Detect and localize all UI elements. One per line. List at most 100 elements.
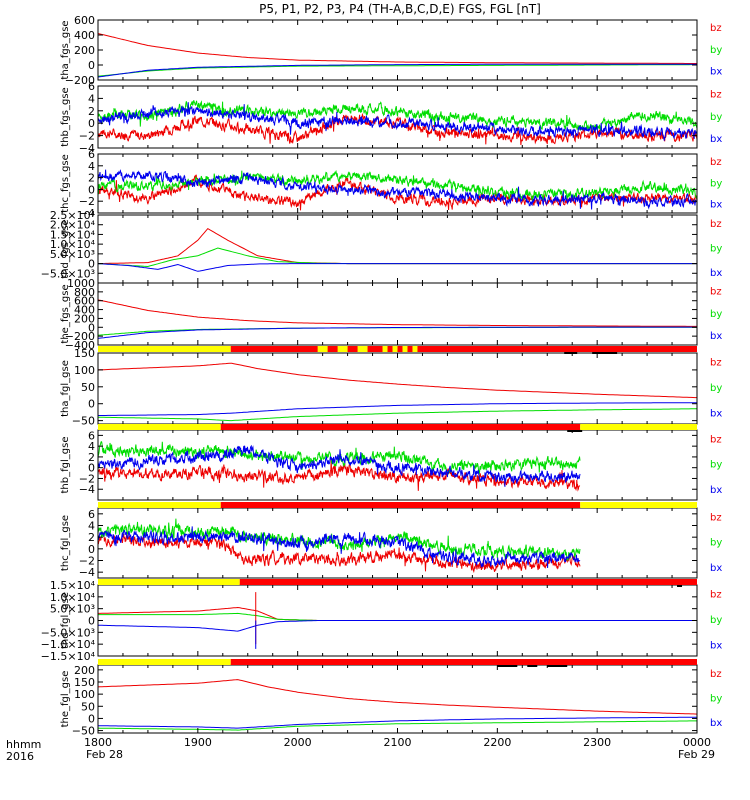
x-tick-label: 0000 bbox=[683, 736, 711, 749]
y-tick-label: −200 bbox=[65, 330, 95, 343]
legend-by: by bbox=[710, 538, 722, 549]
y-tick-label: 200 bbox=[74, 664, 95, 677]
y-tick-label: 6 bbox=[88, 80, 95, 93]
mode-bar-segment bbox=[98, 502, 221, 508]
legend-bx: bx bbox=[710, 718, 722, 729]
series-by-line bbox=[97, 326, 697, 336]
y-tick-label: 4 bbox=[88, 520, 95, 533]
mode-bar-segment bbox=[317, 346, 328, 352]
x-axis: hhmm 2016 Feb 28 Feb 29 1800 1900 2000 2100… bbox=[6, 736, 715, 763]
legend-bz: bz bbox=[710, 669, 722, 680]
mode-bar-segment bbox=[98, 579, 240, 585]
panel-thd_fgl_gse: 1.5×10⁴1.0×10⁴5.0×10³0−5.0×10³−1.0×10⁴−1… bbox=[41, 579, 723, 663]
series-by-line bbox=[97, 408, 697, 422]
y-axis-label: the_fgs_gse bbox=[60, 284, 71, 343]
panel-thd_fgs_gse: 2.5×10⁴2.0×10⁴1.5×10⁴1.0×10⁴5.0×10³0−5.0… bbox=[41, 209, 722, 284]
y-tick-label: 0 bbox=[88, 543, 95, 556]
x-tick-label: 2000 bbox=[284, 736, 312, 749]
y-tick-label: 200 bbox=[74, 312, 95, 325]
x-tick-label: 2100 bbox=[384, 736, 412, 749]
legend-bx: bx bbox=[710, 563, 722, 574]
series-by-line bbox=[97, 64, 697, 77]
y-tick-label: 6 bbox=[88, 429, 95, 442]
x-tick-label: 2200 bbox=[483, 736, 511, 749]
legend-bx: bx bbox=[710, 485, 722, 496]
mode-bar-segment bbox=[98, 346, 231, 352]
mode-bar-segment bbox=[98, 424, 221, 430]
y-tick-label: −4 bbox=[79, 142, 95, 155]
panel-frame bbox=[97, 214, 698, 284]
x-start-date: Feb 28 bbox=[86, 748, 123, 761]
legend-bz: bz bbox=[710, 358, 722, 369]
legend-bz: bz bbox=[710, 157, 722, 168]
mode-bar-segment bbox=[382, 346, 388, 352]
mode-bar bbox=[98, 346, 698, 354]
legend-bz: bz bbox=[710, 434, 722, 445]
y-tick-label: 5.0×10³ bbox=[50, 248, 95, 261]
mode-bar-segment bbox=[357, 346, 368, 352]
series-bx-line bbox=[97, 620, 697, 632]
legend-bx: bx bbox=[710, 134, 722, 145]
legend-bx: bx bbox=[710, 641, 722, 652]
y-axis-label: the_fgl_gse bbox=[60, 671, 71, 728]
mode-bar-segment bbox=[239, 579, 697, 585]
legend-bx: bx bbox=[710, 409, 722, 420]
series-bx-line bbox=[97, 63, 697, 78]
y-tick-label: −2 bbox=[79, 472, 95, 485]
legend-by: by bbox=[710, 694, 722, 705]
legend-by: by bbox=[710, 615, 722, 626]
y-tick-label: 50 bbox=[81, 700, 95, 713]
mode-bar bbox=[98, 502, 697, 508]
series-bz-line bbox=[97, 33, 697, 64]
legend-bz: bz bbox=[710, 590, 722, 601]
y-tick-label: 6 bbox=[88, 148, 95, 161]
y-tick-label: −200 bbox=[65, 74, 95, 87]
y-tick-label: −50 bbox=[72, 725, 95, 738]
y-tick-label: −4 bbox=[79, 207, 95, 220]
y-axis-label: thb_fgl_gse bbox=[60, 437, 71, 494]
y-tick-label: 150 bbox=[74, 347, 95, 360]
y-tick-label: −5.0×10³ bbox=[41, 267, 95, 280]
mode-bar-segment bbox=[230, 659, 698, 665]
panel-frame bbox=[97, 19, 698, 81]
series-bz-line bbox=[97, 299, 697, 327]
legend-bz: bz bbox=[710, 23, 722, 34]
panel-frame bbox=[97, 429, 698, 501]
series-bx-line bbox=[97, 444, 581, 487]
y-axis-label: thc_fgs_gse bbox=[60, 154, 71, 213]
x-tick-label: 2300 bbox=[583, 736, 611, 749]
y-tick-label: 2 bbox=[88, 451, 95, 464]
y-tick-label: 0 bbox=[88, 321, 95, 334]
y-tick-label: 800 bbox=[74, 286, 95, 299]
series-bx-line bbox=[97, 263, 697, 272]
legend-bz: bz bbox=[710, 89, 722, 100]
mode-bar-segment bbox=[220, 424, 581, 430]
y-tick-label: 1.5×10⁴ bbox=[50, 228, 96, 241]
y-axis-label: tha_fgl_gse bbox=[60, 360, 71, 417]
y-tick-label: 0 bbox=[88, 258, 95, 271]
y-axis-label: thc_fgl_gse bbox=[60, 515, 71, 571]
series-bx-line bbox=[98, 402, 697, 416]
mode-bar-segment bbox=[230, 346, 698, 352]
mode-bar-segment bbox=[580, 502, 697, 508]
mode-bar-segment bbox=[220, 502, 581, 508]
y-tick-label: 2 bbox=[88, 531, 95, 544]
legend-bx: bx bbox=[710, 331, 722, 342]
mode-bar bbox=[98, 579, 697, 587]
x-label-year: 2016 bbox=[6, 750, 34, 763]
legend-by: by bbox=[710, 383, 722, 394]
series-bz-line bbox=[97, 362, 697, 399]
series-by-line bbox=[97, 441, 581, 475]
y-tick-label: 100 bbox=[74, 688, 95, 701]
y-tick-label: 600 bbox=[74, 14, 95, 27]
y-tick-label: −5.0×10³ bbox=[41, 626, 95, 639]
y-tick-label: 100 bbox=[74, 364, 95, 377]
mode-bar-mark bbox=[497, 665, 518, 667]
panel-frame bbox=[97, 664, 698, 734]
